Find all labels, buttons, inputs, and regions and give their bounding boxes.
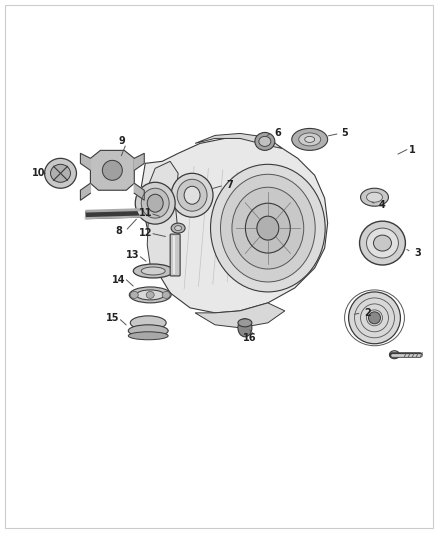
- Ellipse shape: [177, 179, 207, 211]
- Text: 7: 7: [226, 180, 233, 190]
- Ellipse shape: [175, 225, 182, 231]
- Polygon shape: [195, 303, 285, 328]
- Ellipse shape: [367, 192, 382, 202]
- Ellipse shape: [220, 174, 315, 282]
- Polygon shape: [134, 154, 144, 171]
- Text: 9: 9: [119, 136, 126, 147]
- Polygon shape: [195, 133, 282, 148]
- Ellipse shape: [162, 292, 170, 298]
- Ellipse shape: [147, 194, 163, 212]
- Text: 14: 14: [112, 275, 125, 285]
- Ellipse shape: [367, 228, 399, 258]
- Ellipse shape: [389, 351, 399, 359]
- Ellipse shape: [299, 133, 321, 146]
- Ellipse shape: [141, 267, 165, 275]
- Text: 15: 15: [106, 313, 119, 323]
- Polygon shape: [81, 154, 90, 171]
- Text: 1: 1: [409, 146, 416, 155]
- Ellipse shape: [130, 316, 166, 330]
- Ellipse shape: [292, 128, 328, 150]
- Ellipse shape: [238, 319, 252, 327]
- Text: 2: 2: [364, 308, 371, 318]
- Text: 5: 5: [341, 128, 348, 139]
- Text: 4: 4: [379, 200, 386, 210]
- Polygon shape: [134, 183, 144, 200]
- Text: 8: 8: [115, 226, 122, 236]
- Ellipse shape: [135, 182, 175, 224]
- Ellipse shape: [50, 164, 71, 182]
- Text: 6: 6: [275, 128, 281, 139]
- Ellipse shape: [255, 132, 275, 150]
- Circle shape: [102, 160, 122, 180]
- Ellipse shape: [171, 173, 213, 217]
- Text: 13: 13: [126, 250, 139, 260]
- Text: 10: 10: [32, 168, 45, 179]
- Ellipse shape: [128, 332, 168, 340]
- Ellipse shape: [238, 319, 252, 337]
- Polygon shape: [145, 161, 178, 275]
- Text: 11: 11: [138, 208, 152, 218]
- Ellipse shape: [141, 188, 169, 218]
- Ellipse shape: [374, 235, 392, 251]
- Ellipse shape: [257, 216, 279, 240]
- Text: 16: 16: [243, 333, 257, 343]
- Ellipse shape: [45, 158, 77, 188]
- Ellipse shape: [305, 136, 314, 142]
- Ellipse shape: [184, 186, 200, 204]
- Ellipse shape: [171, 223, 185, 233]
- Ellipse shape: [211, 164, 325, 292]
- Ellipse shape: [130, 292, 138, 298]
- Text: 3: 3: [414, 248, 421, 258]
- Ellipse shape: [259, 136, 271, 147]
- FancyBboxPatch shape: [170, 234, 180, 276]
- Ellipse shape: [360, 221, 406, 265]
- Ellipse shape: [360, 188, 389, 206]
- Polygon shape: [140, 139, 328, 313]
- Ellipse shape: [349, 292, 400, 344]
- Polygon shape: [81, 183, 90, 200]
- Text: 12: 12: [138, 228, 152, 238]
- Polygon shape: [90, 150, 134, 190]
- Ellipse shape: [245, 203, 290, 253]
- Ellipse shape: [146, 292, 154, 298]
- Ellipse shape: [136, 290, 164, 300]
- Circle shape: [368, 312, 381, 324]
- Ellipse shape: [129, 287, 171, 303]
- Ellipse shape: [133, 264, 173, 278]
- Ellipse shape: [232, 187, 304, 269]
- Ellipse shape: [128, 325, 168, 337]
